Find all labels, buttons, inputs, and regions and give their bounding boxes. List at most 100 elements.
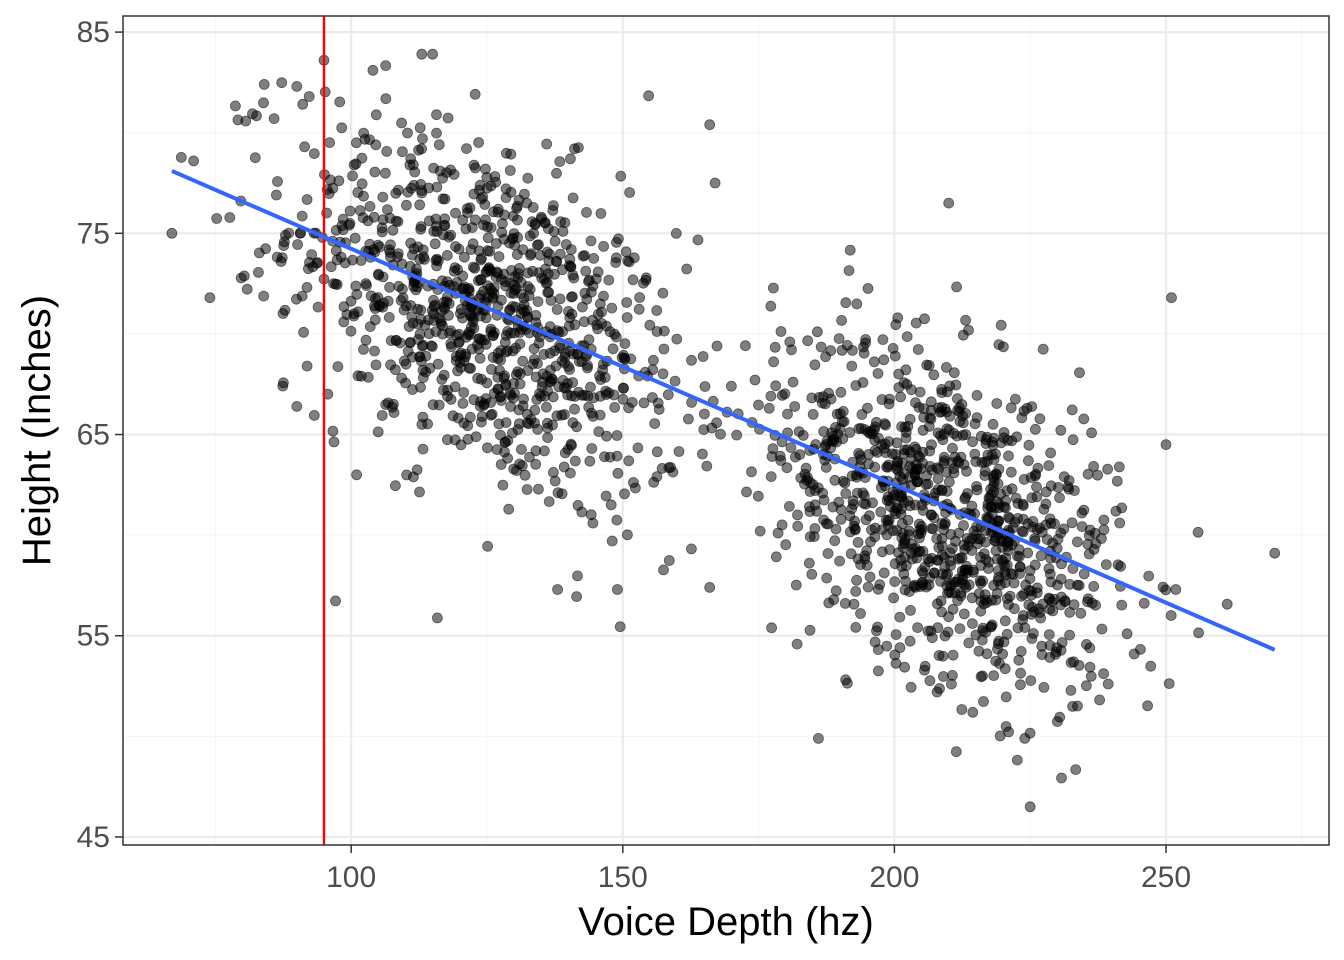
- data-point: [903, 529, 915, 541]
- data-point: [769, 341, 781, 353]
- data-point: [780, 539, 792, 551]
- data-point: [951, 281, 962, 293]
- data-point: [457, 214, 469, 226]
- data-point: [505, 186, 517, 198]
- data-point: [252, 266, 264, 278]
- data-point: [166, 227, 178, 239]
- data-point: [438, 219, 450, 231]
- data-point: [330, 278, 342, 290]
- data-point: [565, 467, 576, 479]
- data-point: [815, 341, 827, 353]
- data-point: [521, 305, 533, 316]
- data-point: [349, 232, 361, 244]
- data-point: [450, 355, 462, 367]
- data-point: [458, 417, 470, 429]
- data-point: [519, 469, 531, 481]
- data-point: [701, 460, 713, 472]
- data-point: [277, 380, 289, 392]
- data-point: [445, 229, 457, 241]
- data-point: [557, 326, 568, 338]
- data-point: [947, 670, 958, 681]
- data-point: [978, 696, 989, 707]
- data-point: [932, 427, 944, 439]
- data-point: [495, 459, 507, 470]
- data-point: [405, 153, 417, 165]
- data-point: [599, 371, 611, 383]
- data-point: [482, 245, 494, 257]
- data-point: [611, 430, 623, 441]
- data-point: [224, 212, 236, 223]
- data-point: [1003, 726, 1014, 738]
- data-point: [408, 243, 420, 255]
- data-point: [548, 200, 559, 212]
- data-point: [306, 249, 318, 261]
- data-point: [433, 139, 445, 151]
- data-point: [888, 592, 899, 604]
- x-tick-label: 100: [326, 861, 376, 894]
- data-point: [835, 386, 847, 398]
- data-point: [982, 449, 994, 461]
- data-point: [890, 629, 902, 640]
- data-point: [919, 660, 931, 672]
- data-point: [533, 483, 544, 495]
- data-point: [821, 518, 832, 529]
- data-point: [993, 635, 1005, 647]
- data-point: [954, 623, 966, 634]
- data-point: [370, 109, 382, 121]
- data-point: [840, 674, 851, 686]
- data-point: [938, 457, 950, 469]
- data-point: [651, 471, 663, 483]
- data-point: [1160, 439, 1172, 451]
- data-point: [960, 491, 971, 503]
- data-point: [1038, 682, 1050, 693]
- data-point: [544, 376, 556, 388]
- data-point: [638, 397, 650, 409]
- data-point: [567, 417, 579, 429]
- data-point: [952, 553, 964, 565]
- data-point: [948, 367, 960, 379]
- data-point: [776, 519, 788, 531]
- data-point: [514, 262, 525, 274]
- data-point: [370, 139, 382, 151]
- x-axis-title: Voice Depth (hz): [578, 900, 874, 944]
- data-point: [937, 650, 949, 662]
- data-point: [600, 490, 612, 502]
- data-point: [804, 624, 816, 636]
- data-point: [554, 293, 566, 305]
- data-point: [175, 151, 187, 163]
- data-point: [400, 377, 412, 389]
- data-point: [1115, 561, 1126, 572]
- data-point: [926, 553, 938, 564]
- data-point: [338, 301, 350, 313]
- data-point: [628, 477, 639, 488]
- data-point: [356, 152, 368, 164]
- data-point: [611, 252, 622, 264]
- data-point: [536, 272, 548, 284]
- data-point: [1013, 654, 1025, 666]
- data-point: [401, 469, 413, 481]
- data-point: [481, 171, 493, 183]
- data-point: [292, 239, 304, 250]
- data-point: [595, 390, 606, 402]
- data-point: [277, 308, 289, 319]
- data-point: [663, 555, 675, 566]
- data-point: [860, 498, 872, 510]
- data-point: [482, 232, 494, 244]
- data-point: [472, 372, 484, 384]
- data-point: [896, 518, 908, 530]
- data-point: [358, 190, 369, 202]
- data-point: [662, 389, 674, 401]
- data-point: [324, 137, 336, 149]
- data-point: [621, 312, 633, 323]
- data-point: [617, 393, 629, 405]
- data-point: [988, 486, 999, 498]
- data-point: [1015, 646, 1027, 657]
- data-point: [969, 418, 981, 430]
- data-point: [1043, 460, 1055, 472]
- data-point: [874, 579, 886, 590]
- data-point: [430, 213, 442, 225]
- data-point: [276, 77, 288, 89]
- data-point: [1045, 447, 1056, 459]
- data-point: [961, 465, 972, 477]
- data-point: [847, 344, 858, 356]
